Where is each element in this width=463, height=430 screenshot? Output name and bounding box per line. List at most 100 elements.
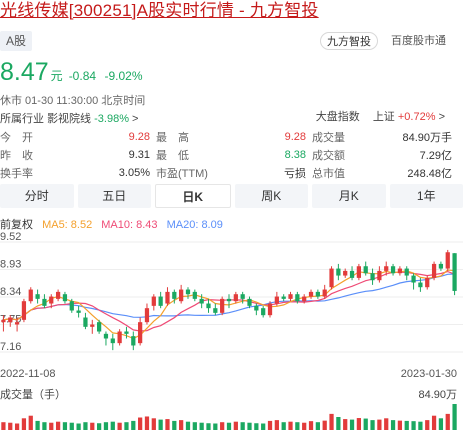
stats-row: 昨 收 9.31 最 低 8.38 成交额 7.29亿	[0, 146, 458, 164]
stats-table: 今 开 9.28 最 高 9.28 成交量 84.90万手昨 收 9.31 最 低 8.38 成交…	[0, 128, 458, 182]
index-link[interactable]: 大盘指数 上证 +0.72% >	[316, 108, 445, 124]
candle-body	[138, 322, 143, 344]
volume-bar	[49, 422, 54, 430]
volume-bar	[158, 419, 163, 430]
volume-bar	[452, 404, 457, 430]
volume-bar	[62, 422, 68, 430]
industry-label: 所属行业	[0, 113, 44, 125]
candle-body	[199, 298, 204, 304]
quote-row: 8.47 元 -0.84 -9.02%	[0, 58, 143, 88]
x-end-label: 2023-01-30	[400, 368, 457, 380]
tab-3[interactable]: 周K	[234, 184, 308, 208]
volume-bar	[138, 417, 143, 430]
industry-link[interactable]: 所属行业 影视院线 -3.98% >	[0, 110, 138, 126]
ma20-line	[3, 273, 455, 321]
ma-legend: 前复权 MA5: 8.52 MA10: 8.43 MA20: 8.09	[0, 216, 229, 232]
volume-bar	[302, 422, 307, 430]
x-start-label: 2022-11-08	[0, 368, 56, 380]
candle-body	[356, 266, 361, 278]
candle-body	[42, 298, 47, 306]
candle-body	[144, 308, 150, 323]
industry-name: 影视院线	[47, 113, 92, 125]
stat-label: 成交量	[312, 132, 345, 144]
candle-body	[90, 324, 95, 327]
volume-bar	[390, 420, 396, 430]
stat-label: 成交额	[312, 150, 345, 162]
tab-4[interactable]: 月K	[312, 184, 386, 208]
volume-bar	[431, 415, 437, 430]
volume-bar	[445, 413, 450, 430]
candle-body	[110, 338, 115, 344]
chart-tabs: 分时 五日 日K 周K 月K 1年	[0, 184, 463, 210]
candle-body	[172, 291, 177, 299]
kline-chart[interactable]: 9.528.938.347.757.16	[0, 232, 463, 430]
volume-bar	[131, 420, 136, 430]
volume-bar	[384, 418, 389, 430]
market-status: 休市 01-30 11:30:00 北京时间	[0, 95, 146, 107]
stat-value: 84.90万手	[402, 132, 452, 144]
volume-bar	[185, 421, 191, 430]
candle-body	[404, 268, 409, 276]
volume-bar	[274, 420, 279, 430]
ma10-label: MA10: 8.43	[101, 219, 158, 231]
candle-body	[55, 291, 61, 299]
candle-body	[363, 266, 368, 274]
volume-bar	[267, 420, 273, 430]
volume-bar	[418, 421, 423, 430]
stat-value: 8.38	[284, 149, 306, 161]
stat-value: 9.28	[284, 131, 306, 143]
volume-bar	[97, 423, 102, 430]
price-change: -0.84	[68, 69, 97, 83]
y-tick-label: 9.52	[0, 232, 21, 243]
candle-body	[131, 336, 136, 346]
stats-row: 今 开 9.28 最 高 9.28 成交量 84.90万手	[0, 128, 458, 146]
volume-bar	[370, 420, 375, 430]
chevron-right-icon: >	[438, 111, 445, 123]
candle-body	[418, 282, 423, 288]
stats-row: 换手率 3.05% 市盈(TTM) 亏损 总市值 248.48亿	[0, 164, 458, 182]
volume-bar	[356, 418, 361, 430]
candle-body	[97, 322, 102, 332]
volume-bar	[377, 419, 382, 430]
price-change-pct: -9.02%	[104, 69, 143, 83]
ma5-label: MA5: 8.52	[42, 219, 93, 231]
candle-body	[76, 310, 81, 313]
chevron-right-icon: >	[132, 113, 139, 125]
volume-bar	[336, 417, 341, 430]
volume-bar	[363, 418, 368, 430]
candle-body	[397, 268, 403, 274]
candle-body	[14, 322, 20, 325]
candle-body	[329, 268, 334, 288]
candle-body	[151, 296, 156, 306]
stat-label: 最 高	[156, 132, 189, 144]
volume-bar	[213, 423, 218, 430]
page-title[interactable]: 光线传媒[300251]A股实时行情 - 九方智投	[0, 1, 319, 20]
ma20-label: MA20: 8.09	[166, 219, 223, 231]
tab-1[interactable]: 五日	[77, 184, 151, 208]
stat-value: 3.05%	[118, 167, 150, 179]
industry-change: -3.98%	[94, 113, 129, 125]
source-badge[interactable]: 百度股市通	[391, 35, 446, 47]
volume-bar	[240, 422, 245, 430]
candle-body	[254, 305, 259, 311]
candle-body	[302, 296, 307, 302]
y-tick-label: 8.34	[0, 286, 21, 298]
adjust-label[interactable]: 前复权	[0, 219, 33, 231]
volume-bar	[329, 413, 334, 430]
candle-body	[226, 298, 232, 302]
tab-5[interactable]: 1年	[389, 184, 463, 208]
volume-bar	[14, 423, 20, 430]
tab-2[interactable]: 日K	[155, 184, 231, 208]
stat-label: 最 低	[156, 150, 189, 162]
index-label: 大盘指数	[315, 111, 360, 123]
candle-body	[158, 296, 163, 306]
brand-badge[interactable]: 九方智投	[320, 32, 378, 50]
volume-bar	[206, 423, 211, 430]
volume-bar	[21, 418, 27, 430]
volume-bar	[28, 415, 33, 430]
volume-bar	[438, 418, 444, 430]
candle-body	[261, 308, 266, 316]
volume-bar	[247, 422, 252, 430]
volume-bar	[295, 422, 300, 430]
tab-0[interactable]: 分时	[0, 184, 74, 208]
